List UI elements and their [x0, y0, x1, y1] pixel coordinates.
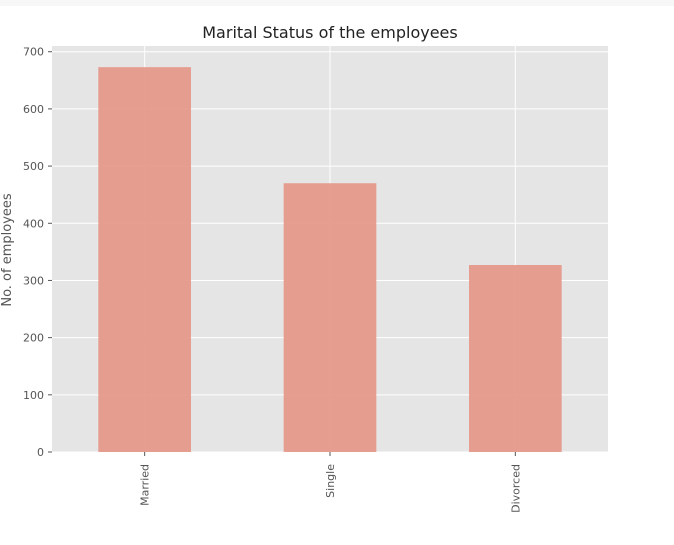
- x-tick-label: Married: [139, 464, 152, 506]
- y-axis-label: No. of employees: [0, 193, 15, 307]
- x-axis-ticks: Married Single Divorced: [139, 452, 522, 513]
- bar-divorced: [469, 265, 562, 452]
- x-tick-label: Single: [324, 464, 337, 498]
- y-tick-label: 400: [23, 217, 44, 230]
- y-tick-label: 0: [37, 446, 44, 459]
- y-tick-label: 700: [23, 46, 44, 59]
- bars: [98, 67, 562, 452]
- bar-married: [98, 67, 191, 452]
- y-tick-label: 500: [23, 160, 44, 173]
- chart-title: Marital Status of the employees: [202, 23, 457, 42]
- y-tick-label: 600: [23, 103, 44, 116]
- y-axis-ticks: 0 100 200 300 400 500 600 700: [23, 46, 52, 459]
- bar-single: [283, 183, 377, 452]
- top-strip: [0, 0, 674, 6]
- x-tick-label: Divorced: [509, 464, 522, 513]
- y-tick-label: 100: [23, 389, 44, 402]
- y-tick-label: 300: [23, 274, 44, 287]
- y-tick-label: 200: [23, 332, 44, 345]
